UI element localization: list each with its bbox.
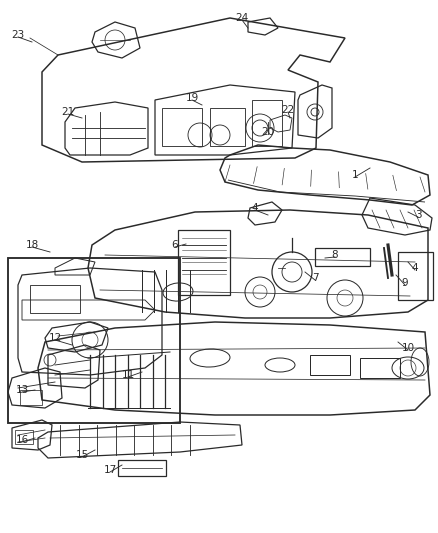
Text: 4: 4: [412, 263, 418, 273]
Text: 3: 3: [415, 210, 421, 220]
Text: 24: 24: [235, 13, 249, 23]
Bar: [360, 358, 400, 378]
Text: 13: 13: [15, 385, 28, 395]
Text: 22: 22: [281, 105, 295, 115]
Text: 9: 9: [402, 278, 408, 288]
Bar: [252, 100, 282, 146]
Text: 17: 17: [103, 465, 117, 475]
Text: 23: 23: [11, 30, 25, 40]
Text: 15: 15: [75, 450, 88, 460]
Bar: [8, 258, 180, 423]
Text: 12: 12: [48, 333, 62, 343]
Text: 4: 4: [252, 203, 258, 213]
Text: 19: 19: [185, 93, 198, 103]
Bar: [162, 108, 202, 146]
Text: 8: 8: [332, 250, 338, 260]
Bar: [15, 430, 33, 444]
Text: 20: 20: [261, 127, 275, 137]
Text: 18: 18: [25, 240, 39, 250]
Bar: [20, 390, 42, 405]
Bar: [30, 285, 80, 313]
Text: 7: 7: [312, 273, 318, 283]
Text: 10: 10: [402, 343, 414, 353]
Text: 1: 1: [352, 170, 358, 180]
Bar: [210, 108, 245, 146]
Text: 11: 11: [121, 370, 134, 380]
Bar: [398, 252, 433, 300]
Bar: [118, 460, 166, 476]
Bar: [178, 230, 230, 295]
Bar: [310, 355, 350, 375]
Text: 21: 21: [61, 107, 74, 117]
Bar: [315, 248, 370, 266]
Text: 16: 16: [15, 435, 28, 445]
Text: 6: 6: [172, 240, 178, 250]
